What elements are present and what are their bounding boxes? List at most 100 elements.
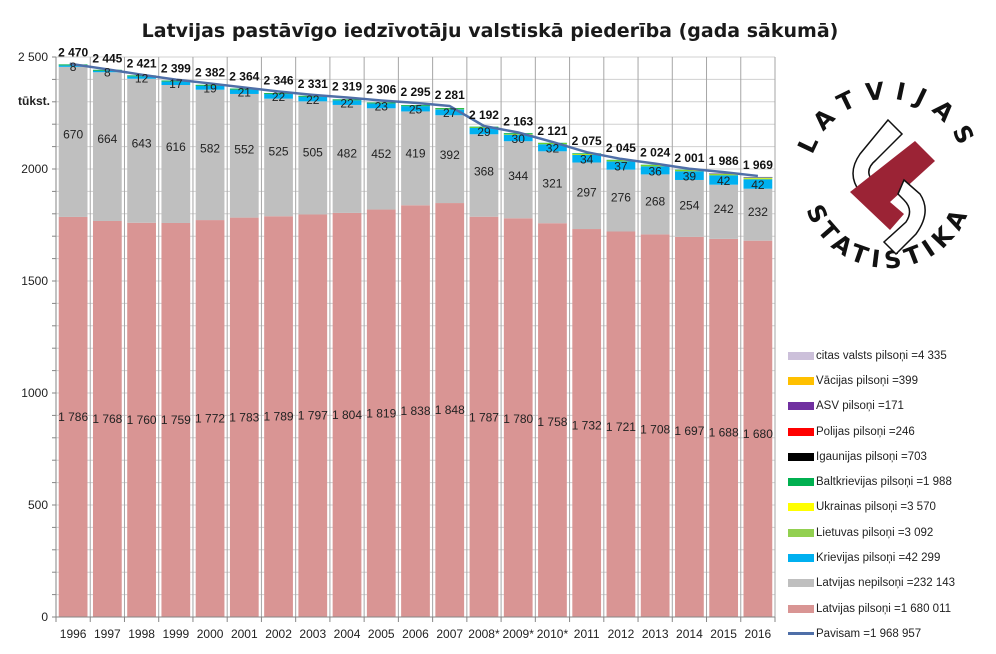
bar-segment: [127, 76, 156, 79]
bar-segment: [503, 134, 533, 142]
bar-segment: [675, 170, 704, 172]
bar-segment: [264, 93, 293, 94]
bar-segment: [572, 154, 602, 156]
bar-segment: [709, 175, 739, 185]
x-tick-label: 1999: [162, 627, 189, 641]
data-label-nepilsoni: 525: [269, 145, 289, 159]
x-tick-label: 2001: [231, 627, 258, 641]
bar-segment: [229, 89, 259, 94]
bar-segment: [332, 212, 362, 618]
bar-segment: [435, 115, 465, 204]
bar-segment: [606, 159, 636, 161]
bar-segment: [572, 162, 602, 230]
legend-item: citas valsts pilsoņi =4 335: [788, 343, 993, 368]
legend: citas valsts pilsoņi =4 335 Vācijas pilso…: [788, 343, 993, 647]
bar-segment: [743, 176, 773, 178]
data-label-total: 2 382: [195, 65, 225, 79]
bar-segment: [743, 179, 773, 189]
bar-segment: [503, 218, 533, 617]
bar-segment: [503, 133, 533, 135]
data-label-latvijas-pilsoni: 1 780: [503, 412, 533, 426]
y-axis-unit-label: tūkst.: [18, 94, 50, 108]
legend-item: Polijas pilsoņi =246: [788, 419, 993, 444]
legend-item: Baltkrievijas pilsoņi =1 988: [788, 469, 993, 494]
y-tick-label: 2000: [21, 162, 48, 176]
bar-segment: [709, 174, 739, 176]
data-label-nepilsoni: 276: [611, 190, 631, 204]
bar-segment: [572, 153, 602, 155]
data-label-total: 2 331: [298, 77, 328, 91]
data-label-latvijas-pilsoni: 1 783: [229, 410, 259, 424]
bar-segment: [435, 108, 465, 109]
data-label-latvijas-pilsoni: 1 758: [537, 415, 567, 429]
data-label-krievijas-pilsoni: 22: [272, 90, 286, 104]
data-label-latvijas-pilsoni: 1 848: [435, 403, 465, 417]
bar-segment: [161, 85, 191, 223]
data-label-total: 2 163: [503, 114, 533, 128]
bar-segment: [469, 134, 499, 217]
bar-segment: [709, 184, 739, 239]
legend-item: Lietuvas pilsoņi =3 092: [788, 520, 993, 545]
data-label-latvijas-pilsoni: 1 789: [264, 410, 294, 424]
x-tick-label: 1998: [128, 627, 155, 641]
legend-label: Lietuvas pilsoņi =3 092: [816, 526, 934, 539]
data-label-total: 2 045: [606, 141, 636, 155]
data-label-latvijas-pilsoni: 1 787: [469, 410, 499, 424]
bar-segment: [640, 174, 670, 235]
bar-segment: [709, 238, 739, 617]
data-label-krievijas-pilsoni: 22: [306, 93, 320, 107]
bar-segment: [606, 169, 636, 232]
data-label-latvijas-pilsoni: 1 797: [298, 409, 328, 423]
data-label-nepilsoni: 321: [542, 177, 562, 191]
data-label-latvijas-pilsoni: 1 697: [674, 424, 704, 438]
data-label-total: 1 986: [709, 154, 739, 168]
legend-label: Vācijas pilsoņi =399: [816, 374, 918, 387]
bar-segment: [298, 95, 328, 97]
bar-segment: [640, 165, 670, 166]
data-label-total: 2 024: [640, 146, 670, 160]
y-tick-label: 2 500: [18, 50, 48, 64]
data-label-latvijas-pilsoni: 1 680: [743, 427, 773, 441]
data-label-total: 2 121: [537, 124, 567, 138]
y-tick-label: 1000: [21, 386, 48, 400]
data-label-krievijas-pilsoni: 8: [70, 60, 77, 74]
data-label-total: 2 399: [161, 62, 191, 76]
bar-segment: [127, 78, 156, 223]
x-tick-label: 2010*: [537, 627, 569, 641]
data-labels: 1 786 1 768 1 760 1 759 1 772 1 783 1 789 1 797…: [58, 46, 773, 442]
legend-color-swatch: [788, 478, 814, 487]
data-label-krievijas-pilsoni: 39: [683, 170, 697, 184]
bar-segment: [92, 72, 122, 221]
legend-label: Latvijas pilsoņi =1 680 011: [816, 602, 952, 615]
bar-segment: [195, 84, 225, 86]
bar-segment: [538, 223, 567, 617]
legend-item: Igaunijas pilsoņi =703: [788, 444, 993, 469]
data-label-total: 2 346: [264, 73, 294, 87]
legend-label: Ukrainas pilsoņi =3 570: [816, 501, 936, 514]
bar-segment: [606, 160, 636, 162]
data-label-total: 2 319: [332, 80, 362, 94]
bar-segment: [538, 151, 567, 224]
data-label-nepilsoni: 297: [577, 185, 597, 199]
data-label-total: 2 445: [92, 51, 122, 65]
bar-segment: [298, 214, 328, 618]
total-line-path: [69, 62, 759, 178]
bar-segment: [675, 179, 704, 237]
data-label-nepilsoni: 670: [63, 127, 83, 141]
bar-segment: [127, 222, 156, 617]
data-label-nepilsoni: 643: [132, 137, 152, 151]
data-label-latvijas-pilsoni: 1 760: [127, 413, 157, 427]
data-label-nepilsoni: 344: [508, 169, 528, 183]
legend-line-swatch: [788, 632, 814, 636]
bar-segment: [332, 104, 362, 213]
bar-segment: [572, 154, 602, 163]
bar-segment: [92, 220, 122, 617]
data-label-nepilsoni: 452: [371, 147, 391, 161]
bar-segment: [58, 66, 88, 217]
data-label-krievijas-pilsoni: 30: [512, 132, 526, 146]
legend-color-swatch: [788, 402, 814, 411]
bar-segment: [709, 173, 739, 174]
bar-segment: [195, 89, 225, 221]
bar-segment: [675, 236, 704, 617]
data-label-krievijas-pilsoni: 34: [580, 153, 594, 167]
